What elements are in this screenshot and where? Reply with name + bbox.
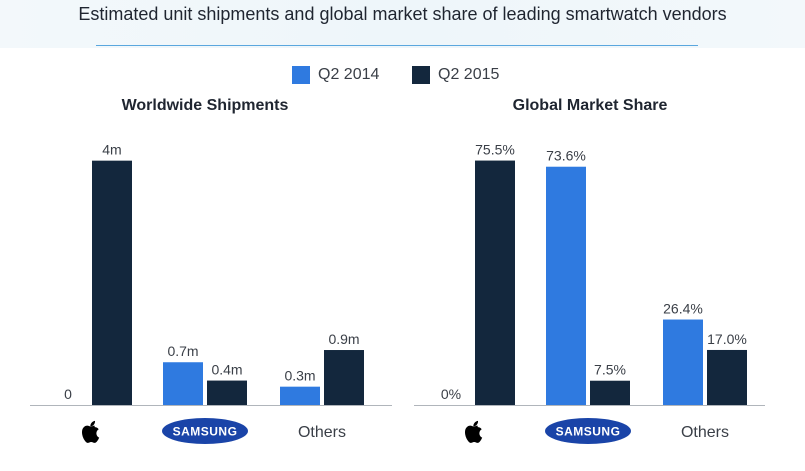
data-label-share-apple-q2-2014: 0% [441,386,461,402]
apple-icon [82,420,100,443]
bar-shipments-others-q2-2014 [280,386,320,405]
chart-title: Estimated unit shipments and global mark… [78,4,727,24]
bar-share-apple-q2-2015 [475,160,515,405]
header-background [0,0,805,48]
legend-item-q2-2014: Q2 2014 [292,66,379,84]
category-label-others: Others [681,424,729,441]
bar-shipments-samsung-q2-2014 [163,362,203,405]
data-label-shipments-others-q2-2015: 0.9m [328,331,359,347]
data-label-share-others-q2-2014: 26.4% [663,301,703,317]
title-divider [96,45,698,46]
bar-share-samsung-q2-2014 [546,166,586,405]
legend-swatch-q2-2014 [292,66,310,84]
data-label-share-samsung-q2-2015: 7.5% [594,362,626,378]
bar-share-others-q2-2015 [707,349,747,405]
samsung-logo-text: SAMSUNG [173,425,238,439]
data-label-shipments-apple-q2-2015: 4m [102,142,121,158]
panel-title-shipments: Worldwide Shipments [121,97,289,114]
data-label-share-others-q2-2015: 17.0% [707,331,747,347]
apple-icon [465,420,483,443]
legend-label-q2-2014: Q2 2014 [318,66,380,83]
panel-title-market-share: Global Market Share [512,97,668,114]
bar-share-others-q2-2014 [663,319,703,405]
bar-share-samsung-q2-2015 [590,380,630,405]
bar-shipments-samsung-q2-2015 [207,380,247,405]
samsung-logo-text: SAMSUNG [556,425,621,439]
data-label-shipments-samsung-q2-2014: 0.7m [167,343,198,359]
bar-shipments-apple-q2-2015 [92,160,132,405]
bar-shipments-others-q2-2015 [324,350,364,405]
legend-label-q2-2015: Q2 2015 [438,66,500,83]
legend: Q2 2014 Q2 2015 [0,66,805,90]
data-label-share-samsung-q2-2014: 73.6% [546,148,586,164]
samsung-logo-ellipse [545,418,631,444]
data-label-shipments-apple-q2-2014: 0 [64,386,72,402]
data-label-share-apple-q2-2015: 75.5% [475,142,515,158]
category-label-others: Others [298,424,346,441]
samsung-logo-ellipse [162,418,248,444]
data-label-shipments-samsung-q2-2015: 0.4m [211,362,242,378]
data-label-shipments-others-q2-2014: 0.3m [284,368,315,384]
legend-swatch-q2-2015 [412,66,430,84]
legend-item-q2-2015: Q2 2015 [412,66,499,84]
